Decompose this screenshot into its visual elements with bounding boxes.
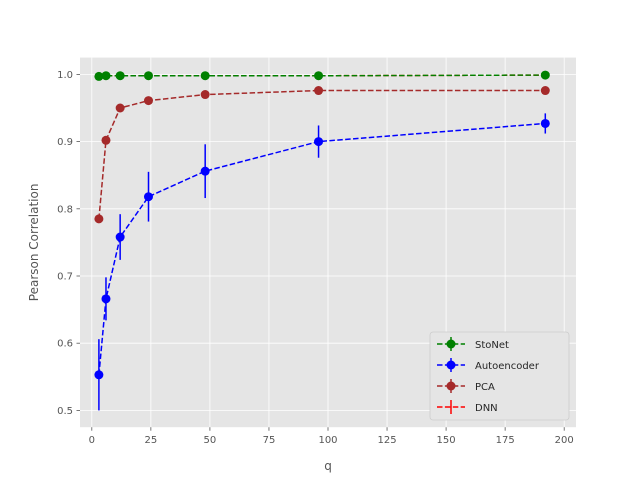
legend-stonet-marker xyxy=(446,339,456,349)
series-stonet xyxy=(94,70,550,81)
legend-box xyxy=(429,331,570,421)
x-tick-label: 175 xyxy=(496,435,515,446)
series-autoencoder xyxy=(94,113,550,411)
y-tick-label: 0.6 xyxy=(57,339,73,350)
y-tick-label: 0.7 xyxy=(57,272,73,283)
x-tick-label: 150 xyxy=(437,435,456,446)
legend-entry-autoencoder: Autoencoder xyxy=(437,358,540,372)
legend: StoNet Autoencoder PCA DNN xyxy=(429,331,570,421)
x-tick-label: 0 xyxy=(89,435,95,446)
legend-autoencoder-label: Autoencoder xyxy=(475,361,540,372)
x-tick-label: 125 xyxy=(378,435,397,446)
pca-point xyxy=(540,86,550,96)
autoencoder-point xyxy=(540,118,550,128)
autoencoder-point xyxy=(143,192,153,202)
stonet-point xyxy=(314,71,324,81)
pca-point xyxy=(94,214,104,224)
stonet-point xyxy=(115,71,125,81)
series-pca xyxy=(94,86,550,224)
tick-layer: 0 25 50 75 100 125 150 175 200 0.5 0.6 0.7 0.8 0.9 1.0 xyxy=(57,70,574,446)
y-tick-label: 0.9 xyxy=(57,137,73,148)
autoencoder-point xyxy=(314,137,324,147)
stonet-point xyxy=(101,71,111,81)
autoencoder-point xyxy=(200,166,210,176)
y-axis-label: Pearson Correlation xyxy=(27,184,41,302)
legend-dnn-label: DNN xyxy=(475,403,498,414)
legend-stonet-label: StoNet xyxy=(475,340,509,351)
series-layer xyxy=(94,70,550,411)
x-tick-label: 25 xyxy=(144,435,157,446)
autoencoder-point xyxy=(94,370,104,380)
x-axis-label: q xyxy=(324,459,332,473)
stonet-point xyxy=(94,71,104,81)
x-tick-label: 75 xyxy=(263,435,276,446)
legend-pca-label: PCA xyxy=(475,382,495,393)
y-tick-label: 0.8 xyxy=(57,204,73,215)
autoencoder-point xyxy=(101,294,111,304)
legend-pca-marker xyxy=(446,381,456,391)
stonet-point xyxy=(143,71,153,81)
pca-point xyxy=(143,96,153,106)
legend-autoencoder-marker xyxy=(446,360,456,370)
x-tick-label: 100 xyxy=(318,435,337,446)
stonet-point xyxy=(200,71,210,81)
stonet-point xyxy=(540,70,550,80)
y-tick-label: 1.0 xyxy=(57,70,73,81)
pca-point xyxy=(115,103,125,113)
x-tick-label: 50 xyxy=(204,435,217,446)
x-tick-label: 200 xyxy=(555,435,574,446)
pca-point xyxy=(101,135,111,145)
autoencoder-point xyxy=(115,232,125,242)
y-tick-label: 0.5 xyxy=(57,406,73,417)
legend-entry-stonet: StoNet xyxy=(437,337,509,351)
legend-entry-pca: PCA xyxy=(437,379,495,393)
pca-point xyxy=(200,90,210,100)
pca-point xyxy=(314,86,324,96)
legend-entry-dnn: DNN xyxy=(437,400,498,414)
